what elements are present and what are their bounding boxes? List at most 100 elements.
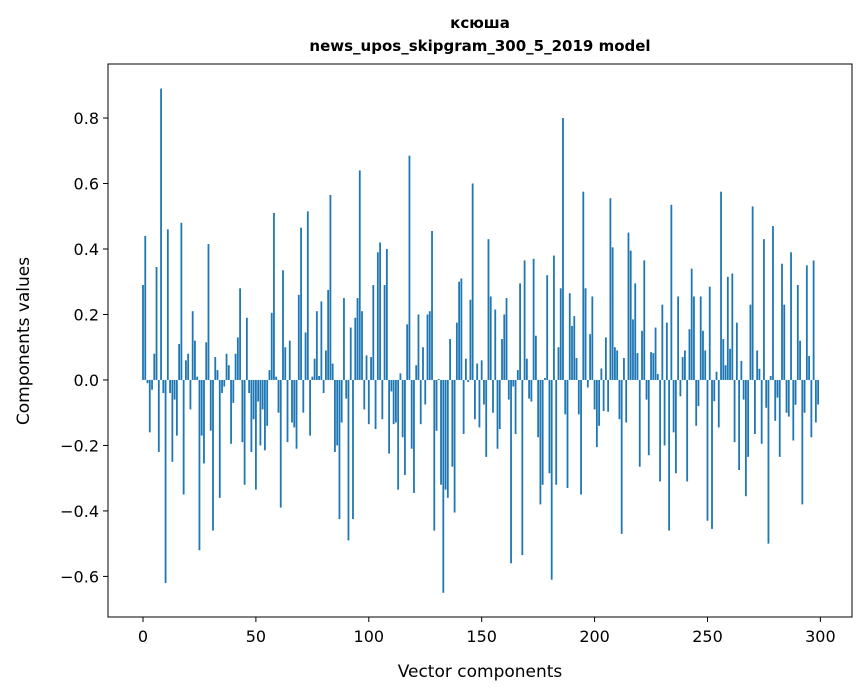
- bar-249: [704, 350, 707, 380]
- bar-61: [279, 379, 282, 508]
- bar-232: [665, 322, 668, 380]
- bar-41: [234, 353, 237, 380]
- bar-204: [602, 379, 605, 412]
- bar-100: [367, 379, 370, 425]
- bar-220: [638, 379, 641, 467]
- bar-176: [539, 379, 542, 505]
- bar-286: [787, 379, 790, 417]
- bar-138: [453, 379, 456, 513]
- bar-254: [715, 371, 718, 380]
- bar-296: [810, 379, 813, 438]
- bar-65: [288, 340, 291, 380]
- bar-248: [702, 330, 704, 380]
- bar-275: [763, 239, 765, 380]
- bar-128: [431, 230, 433, 380]
- bar-108: [385, 248, 388, 380]
- bar-190: [571, 325, 573, 380]
- bar-10: [164, 379, 167, 583]
- chart-subtitle: news_upos_skipgram_300_5_2019 model: [309, 37, 650, 55]
- bar-131: [437, 378, 440, 380]
- bar-86: [336, 379, 339, 446]
- bar-145: [469, 299, 472, 380]
- bar-62: [282, 270, 284, 380]
- bar-210: [616, 350, 619, 380]
- bar-77: [315, 311, 318, 380]
- bar-85: [334, 379, 336, 452]
- bar-111: [392, 379, 395, 425]
- bar-7: [157, 379, 160, 452]
- bar-253: [713, 379, 716, 402]
- bar-294: [805, 265, 808, 380]
- bar-258: [724, 365, 727, 380]
- bar-257: [722, 339, 725, 380]
- bar-79: [320, 301, 323, 380]
- bar-68: [295, 379, 298, 449]
- bar-27: [203, 379, 205, 464]
- bar-150: [480, 360, 483, 380]
- bar-199: [591, 296, 594, 380]
- bar-261: [731, 273, 734, 380]
- bar-96: [358, 170, 361, 380]
- bar-54: [264, 379, 266, 451]
- bar-149: [478, 379, 481, 428]
- bar-168: [521, 379, 524, 556]
- bar-103: [374, 379, 377, 430]
- y-tick-label: 0.8: [74, 109, 99, 128]
- bar-238: [679, 379, 682, 397]
- bar-115: [401, 379, 404, 438]
- bar-4: [151, 379, 153, 390]
- bar-21: [189, 379, 192, 410]
- bar-98: [363, 379, 366, 410]
- bar-217: [632, 319, 634, 380]
- bar-58: [273, 212, 275, 380]
- bar-9: [162, 379, 165, 394]
- bar-2: [146, 379, 149, 384]
- bar-69: [297, 294, 300, 380]
- bar-288: [792, 379, 795, 441]
- bar-196: [584, 288, 587, 380]
- bar-74: [309, 379, 311, 436]
- bar-205: [604, 337, 607, 380]
- bar-91: [347, 379, 350, 541]
- bar-194: [580, 379, 582, 495]
- bar-269: [749, 304, 752, 380]
- bar-42: [236, 337, 239, 380]
- bar-251: [708, 286, 711, 380]
- bar-28: [205, 342, 208, 380]
- bar-129: [433, 379, 436, 531]
- bar-148: [476, 363, 479, 380]
- bar-6: [155, 266, 158, 380]
- bar-214: [625, 379, 628, 423]
- bar-221: [641, 330, 643, 380]
- bar-113: [397, 379, 400, 490]
- y-tick-label: 0.0: [74, 371, 99, 390]
- bar-132: [440, 379, 442, 485]
- bar-147: [474, 379, 476, 420]
- bar-50: [254, 379, 257, 490]
- bar-144: [467, 379, 470, 382]
- bar-118: [408, 155, 411, 380]
- bar-8: [160, 88, 162, 380]
- bar-173: [532, 258, 535, 380]
- bar-162: [507, 379, 510, 400]
- bar-206: [607, 379, 610, 412]
- bar-239: [681, 357, 684, 380]
- bar-170: [525, 358, 528, 380]
- bar-174: [534, 335, 537, 380]
- bar-246: [697, 379, 700, 407]
- bar-185: [559, 288, 562, 380]
- bar-76: [313, 358, 316, 380]
- bar-104: [376, 252, 379, 380]
- bar-283: [781, 263, 783, 380]
- bar-124: [422, 347, 424, 380]
- bar-272: [756, 350, 759, 380]
- bar-169: [523, 260, 526, 380]
- bar-60: [277, 379, 280, 413]
- bar-284: [783, 304, 786, 380]
- bar-157: [496, 379, 499, 449]
- bar-14: [173, 379, 176, 400]
- bar-193: [577, 379, 580, 415]
- bar-209: [614, 347, 616, 380]
- bar-166: [516, 370, 519, 380]
